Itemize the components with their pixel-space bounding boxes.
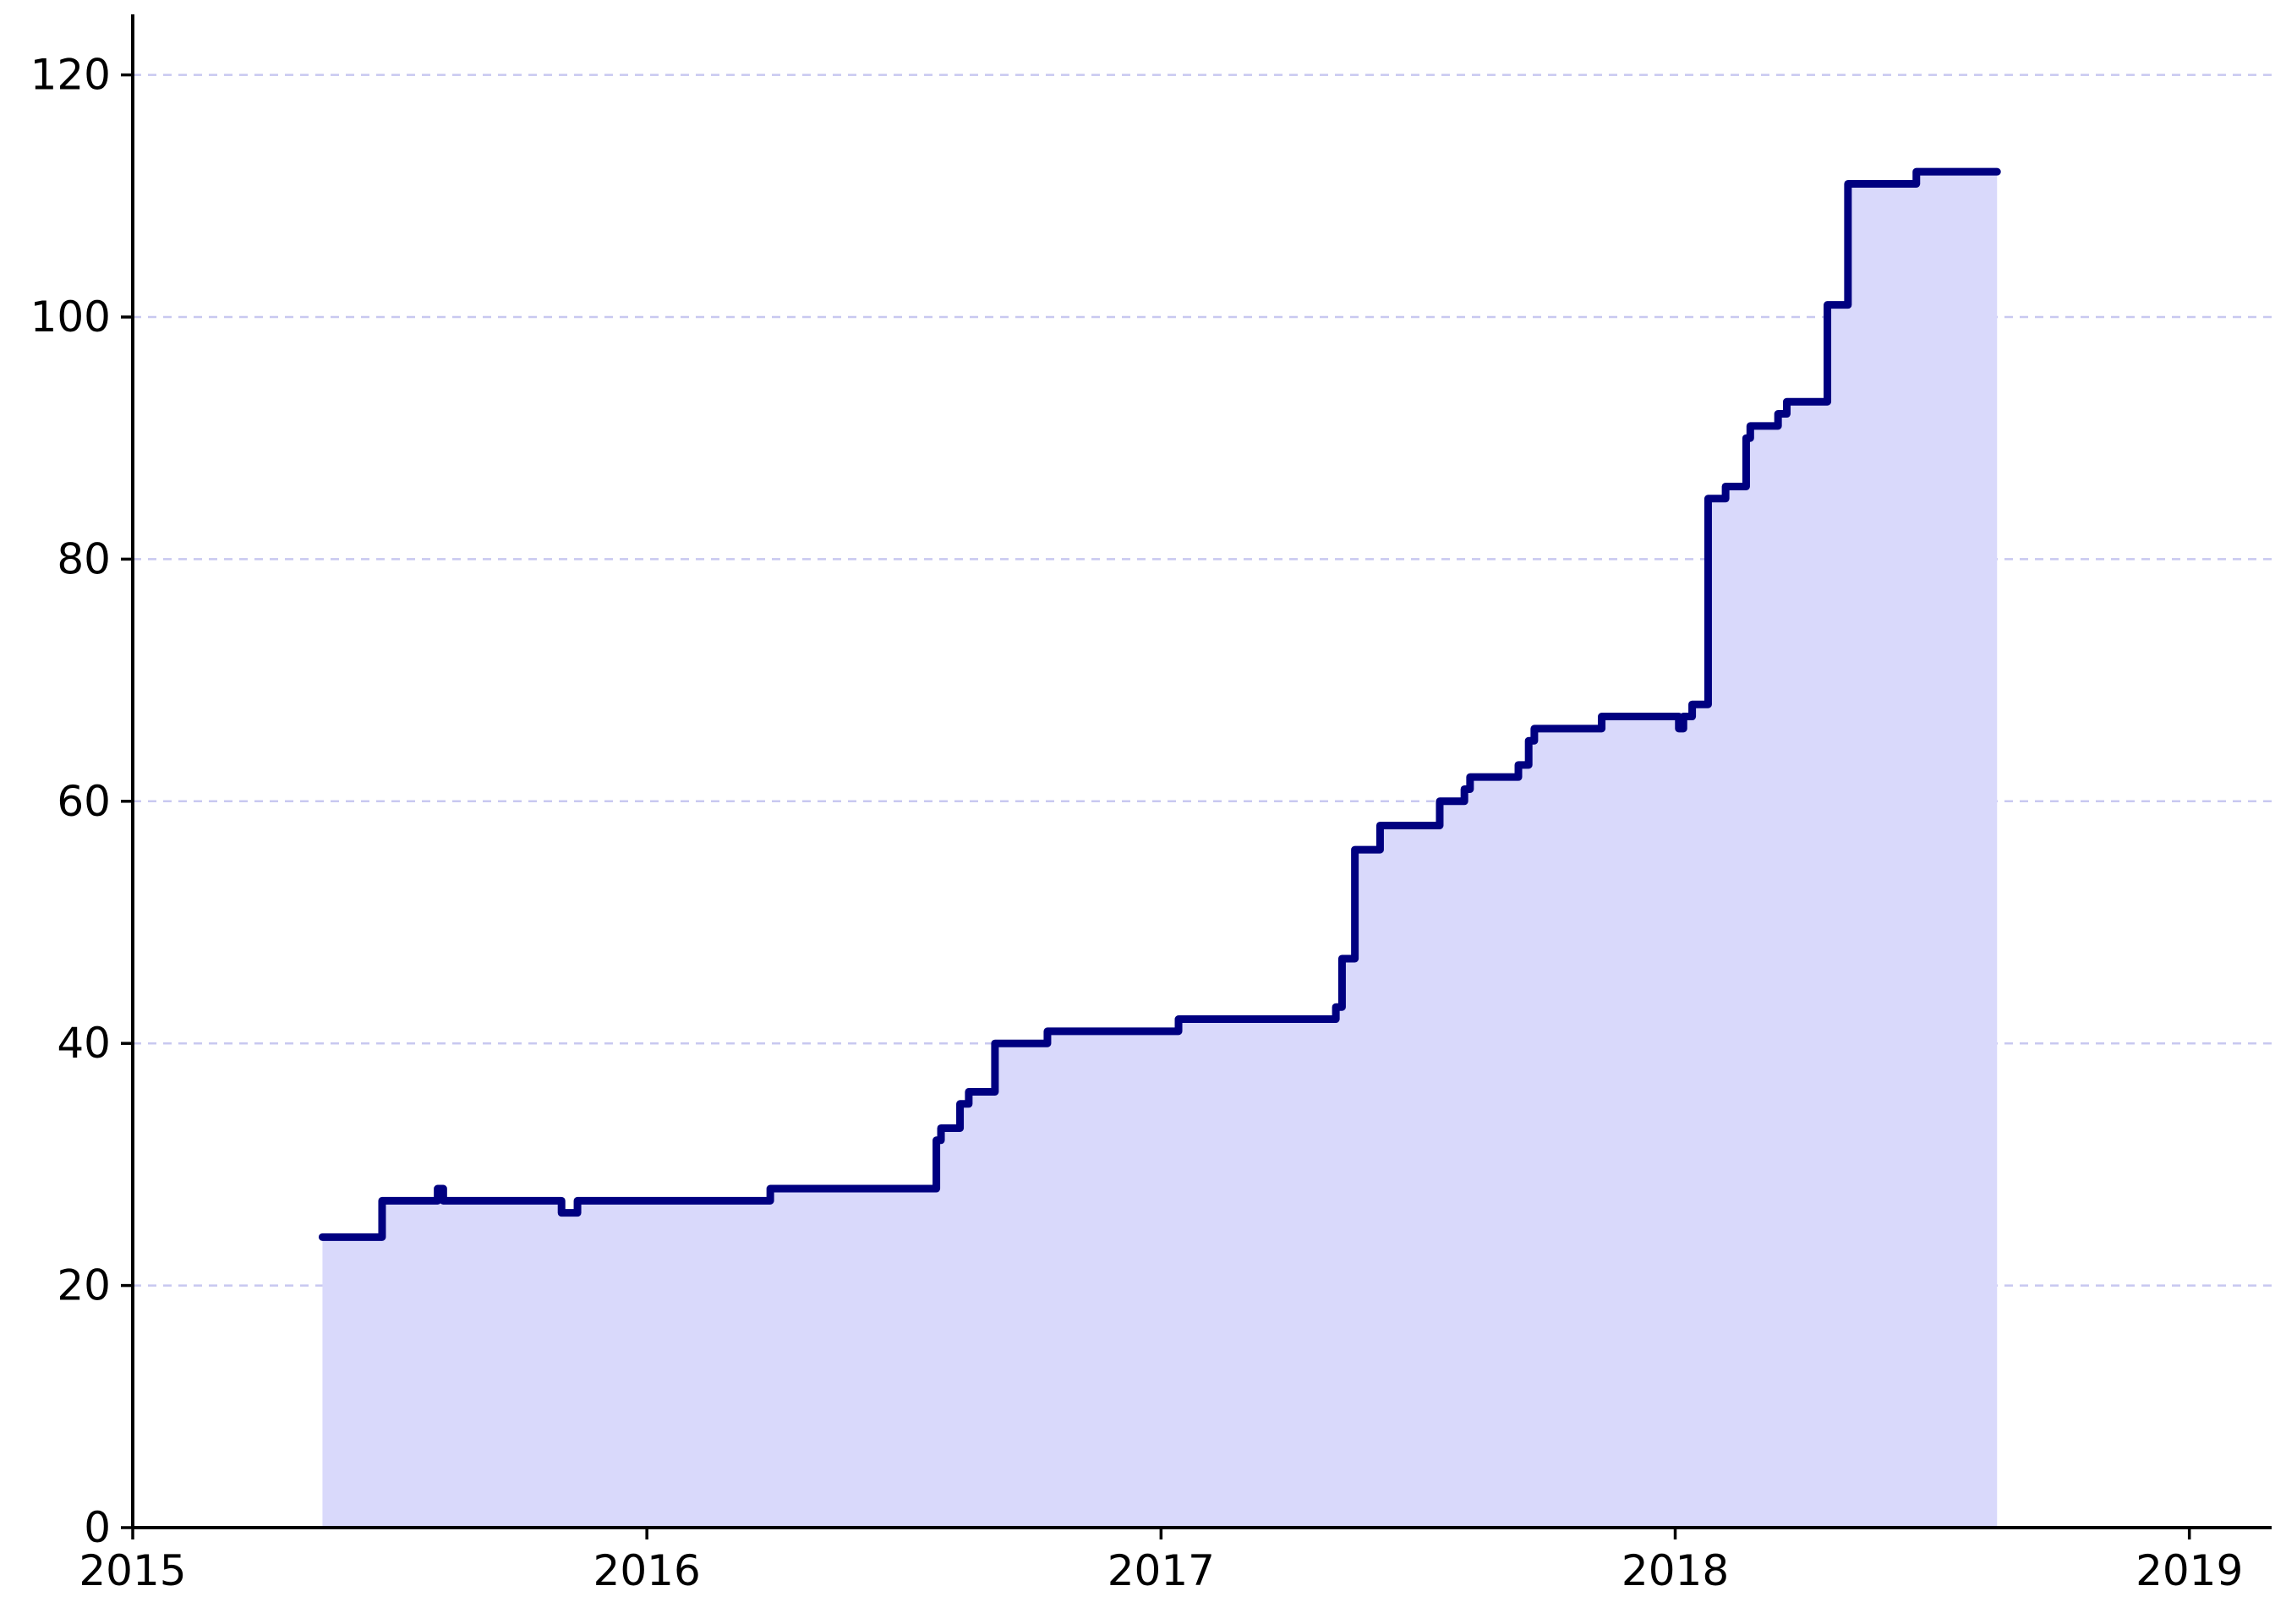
step-line: [318, 167, 2001, 1241]
y-tick-label: 80: [57, 534, 111, 583]
x-tick-label: 2015: [79, 1546, 186, 1595]
y-tick-label: 100: [30, 293, 111, 342]
x-tick-label: 2019: [2136, 1546, 2243, 1595]
y-tick-label: 20: [57, 1261, 111, 1310]
x-tick-label: 2016: [593, 1546, 701, 1595]
y-tick-label: 120: [30, 51, 111, 100]
x-tick-label: 2018: [1622, 1546, 1729, 1595]
x-tick-label: 2017: [1107, 1546, 1215, 1595]
area: [322, 172, 1998, 1528]
y-tick-label: 60: [57, 777, 111, 826]
y-tick-label: 40: [57, 1019, 111, 1068]
y-tick-label: 0: [84, 1503, 111, 1552]
